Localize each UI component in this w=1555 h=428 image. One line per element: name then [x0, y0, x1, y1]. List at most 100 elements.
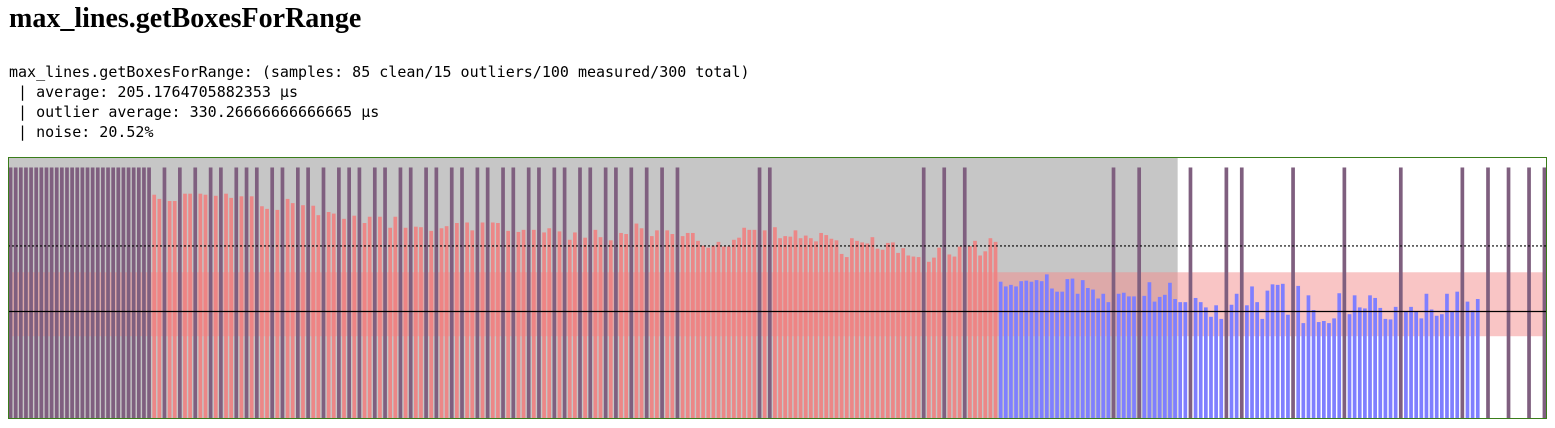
warmup-bar [655, 230, 659, 419]
outlier-bar [962, 167, 967, 419]
outlier-bar [537, 167, 541, 419]
outlier-bar [347, 167, 351, 419]
warmup-bar [701, 245, 705, 419]
clean-bar [998, 281, 1003, 419]
outlier-bar [660, 167, 664, 419]
warmup-bar [203, 194, 208, 419]
clean-bar [1475, 299, 1480, 419]
summary-line-average: | average: 205.1764705882353 µs [9, 83, 298, 101]
warmup-bar [916, 257, 921, 419]
outlier-bar [357, 167, 362, 419]
warmup-bar [639, 228, 644, 419]
warmup-bar [367, 216, 372, 419]
outlier-bar [193, 167, 198, 419]
outlier-bar [75, 167, 80, 419]
warmup-bar [834, 240, 839, 419]
warmup-bar [429, 230, 434, 419]
warmup-bar [819, 232, 823, 419]
clean-bar [1275, 284, 1280, 419]
warmup-bar [480, 222, 485, 419]
outlier-bar [424, 167, 428, 419]
warmup-bar [896, 252, 900, 419]
warmup-bar [906, 255, 911, 419]
clean-bar [1388, 319, 1393, 419]
outlier-bar [1542, 167, 1547, 419]
clean-bar [1260, 318, 1265, 419]
warmup-bar [726, 246, 731, 419]
outlier-bar [70, 167, 74, 419]
clean-bar [1306, 295, 1311, 419]
warmup-bar [988, 238, 993, 419]
warmup-bar [952, 256, 957, 419]
warmup-bar [870, 237, 875, 419]
warmup-bar [803, 235, 808, 419]
outlier-bar [24, 167, 28, 419]
warmup-bar [531, 229, 536, 419]
outlier-bar [1224, 167, 1229, 419]
outlier-bar [578, 167, 582, 419]
outlier-bar [101, 167, 105, 419]
page-title: max_lines.getBoxesForRange [9, 3, 362, 34]
outlier-bar [603, 167, 608, 419]
warmup-bar [947, 254, 952, 419]
warmup-bar [444, 226, 449, 419]
clean-bar [1209, 316, 1213, 419]
outlier-bar [942, 167, 947, 419]
clean-bar [1373, 297, 1377, 419]
outlier-bar [337, 167, 341, 419]
warmup-bar [860, 242, 864, 419]
warmup-bar [844, 257, 849, 419]
warmup-bar [829, 238, 834, 419]
outlier-bar [475, 167, 480, 419]
warmup-bar [706, 247, 711, 419]
warmup-bar [362, 223, 367, 419]
warmup-bar [798, 238, 803, 419]
outlier-bar [1137, 167, 1142, 419]
clean-bar [1445, 293, 1449, 419]
clean-bar [1132, 296, 1136, 419]
outlier-bar [1239, 167, 1244, 419]
warmup-bar [439, 228, 444, 419]
warmup-bar [742, 227, 747, 419]
warmup-bar [691, 232, 695, 419]
clean-bar [1363, 308, 1367, 419]
clean-bar [1429, 309, 1434, 419]
clean-bar [1065, 279, 1070, 419]
outlier-bar [372, 167, 377, 419]
warmup-bar [911, 256, 916, 419]
warmup-bar [875, 248, 880, 419]
warmup-bar [567, 239, 572, 419]
chart-frame [8, 157, 1547, 419]
warmup-bar [157, 198, 162, 419]
warmup-bar [855, 240, 859, 419]
outlier-bar [49, 167, 54, 419]
clean-bar [1116, 293, 1121, 419]
clean-bar [1152, 301, 1157, 419]
warmup-bar [419, 227, 423, 419]
warmup-bar [542, 232, 546, 419]
outlier-bar [1398, 167, 1403, 419]
outlier-bar [111, 167, 116, 419]
clean-bar [1183, 302, 1188, 419]
outlier-bar [254, 167, 259, 419]
outlier-bar [13, 167, 18, 419]
clean-bar [1332, 318, 1336, 419]
clean-bar [1311, 310, 1316, 419]
outlier-bar [614, 167, 618, 419]
outlier-bar [1342, 167, 1347, 419]
warmup-bar [808, 238, 813, 419]
outlier-bar [552, 167, 557, 419]
warmup-bar [465, 222, 469, 419]
warmup-bar [762, 230, 767, 419]
outlier-bar [321, 167, 326, 419]
warmup-bar [737, 237, 741, 419]
outlier-bar [280, 167, 285, 419]
warmup-bar [752, 229, 757, 419]
warmup-bar [788, 236, 793, 419]
clean-bar [1142, 295, 1147, 419]
clean-bar [1106, 302, 1111, 419]
clean-bar [1229, 304, 1234, 419]
warmup-bar [496, 223, 500, 419]
clean-bar [1198, 302, 1203, 419]
outlier-bar [562, 167, 567, 419]
